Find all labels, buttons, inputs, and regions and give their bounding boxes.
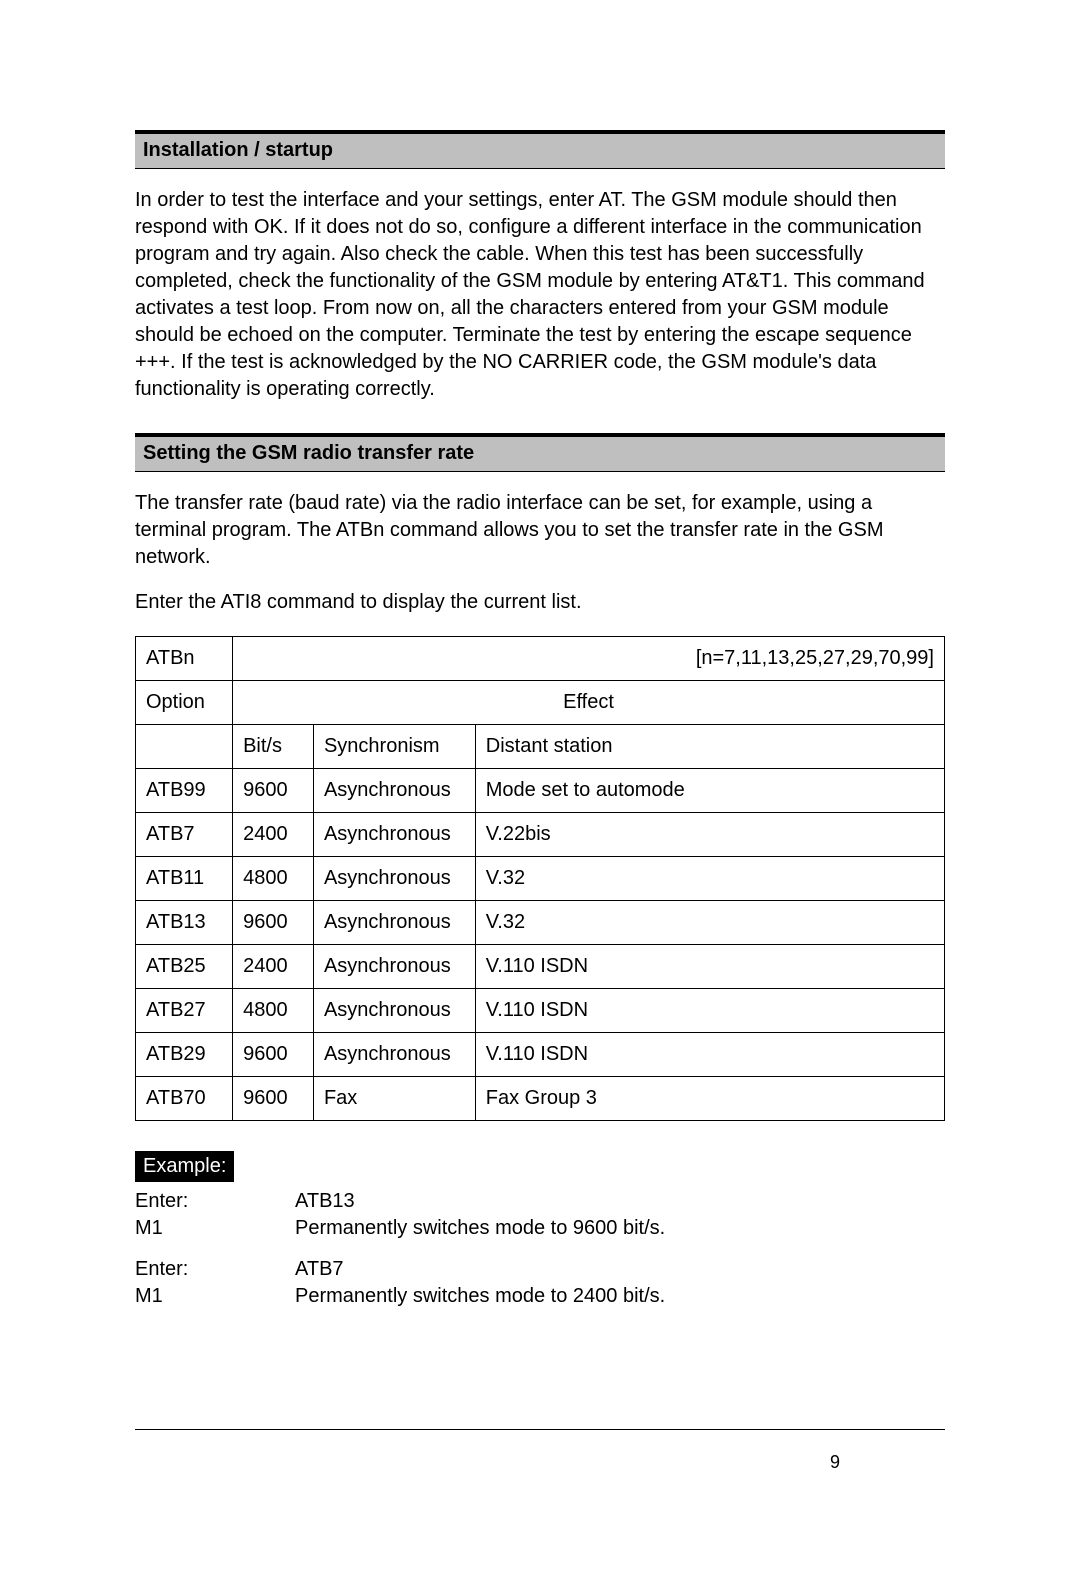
table-cell: 2400: [233, 813, 314, 857]
example-group: Enter: ATB7 M1 Permanently switches mode…: [135, 1256, 945, 1310]
table-cell: V.22bis: [475, 813, 944, 857]
table-row: ATB70 9600 Fax Fax Group 3: [136, 1077, 945, 1121]
table-cell: Asynchronous: [313, 945, 475, 989]
section-header-transfer-rate: Setting the GSM radio transfer rate: [135, 437, 945, 472]
table-cell: ATB99: [136, 769, 233, 813]
table-cell: V.32: [475, 857, 944, 901]
example-group: Enter: ATB13 M1 Permanently switches mod…: [135, 1188, 945, 1242]
table-row: ATB11 4800 Asynchronous V.32: [136, 857, 945, 901]
table-cell: Asynchronous: [313, 901, 475, 945]
table-cell: ATB7: [136, 813, 233, 857]
table-cell: Fax: [313, 1077, 475, 1121]
table-cell: Distant station: [475, 725, 944, 769]
table-cell: Asynchronous: [313, 813, 475, 857]
example-row: M1 Permanently switches mode to 2400 bit…: [135, 1283, 945, 1310]
table-cell: Asynchronous: [313, 769, 475, 813]
table-row: ATB7 2400 Asynchronous V.22bis: [136, 813, 945, 857]
example-row: Enter: ATB7: [135, 1256, 945, 1283]
table-cell: 4800: [233, 857, 314, 901]
table-cell: V.32: [475, 901, 944, 945]
example-label-box: Example:: [135, 1151, 234, 1182]
table-row: ATB99 9600 Asynchronous Mode set to auto…: [136, 769, 945, 813]
table-cell: ATB25: [136, 945, 233, 989]
example-row: M1 Permanently switches mode to 9600 bit…: [135, 1215, 945, 1242]
table-row: ATB29 9600 Asynchronous V.110 ISDN: [136, 1033, 945, 1077]
table-cell: Synchronism: [313, 725, 475, 769]
table-row: Option Effect: [136, 681, 945, 725]
section2-note: Enter the ATI8 command to display the cu…: [135, 589, 945, 616]
table-row: ATB25 2400 Asynchronous V.110 ISDN: [136, 945, 945, 989]
table-cell: Asynchronous: [313, 857, 475, 901]
example-row: Enter: ATB13: [135, 1188, 945, 1215]
section-title: Setting the GSM radio transfer rate: [143, 442, 474, 464]
example-cell-value: ATB13: [295, 1188, 355, 1215]
table-cell: 9600: [233, 1077, 314, 1121]
table-cell: [n=7,11,13,25,27,29,70,99]: [233, 637, 945, 681]
table-cell: Bit/s: [233, 725, 314, 769]
example-cell-label: Enter:: [135, 1256, 295, 1283]
table-cell: ATBn: [136, 637, 233, 681]
section-header-installation: Installation / startup: [135, 134, 945, 169]
table-cell: Fax Group 3: [475, 1077, 944, 1121]
table-cell: V.110 ISDN: [475, 989, 944, 1033]
example-cell-label: Enter:: [135, 1188, 295, 1215]
table-cell: [136, 725, 233, 769]
table-cell: V.110 ISDN: [475, 945, 944, 989]
section2-paragraph: The transfer rate (baud rate) via the ra…: [135, 490, 945, 571]
page-number: 9: [830, 1450, 840, 1474]
table-row: ATB13 9600 Asynchronous V.32: [136, 901, 945, 945]
table-cell: Asynchronous: [313, 989, 475, 1033]
table-cell: Effect: [233, 681, 945, 725]
table-cell: 9600: [233, 769, 314, 813]
table-cell: Option: [136, 681, 233, 725]
example-cell-value: Permanently switches mode to 9600 bit/s.: [295, 1215, 665, 1242]
table-cell: ATB13: [136, 901, 233, 945]
table-cell: ATB27: [136, 989, 233, 1033]
document-page: Installation / startup In order to test …: [0, 0, 1080, 1580]
table-cell: ATB70: [136, 1077, 233, 1121]
table-row: ATBn [n=7,11,13,25,27,29,70,99]: [136, 637, 945, 681]
table-cell: ATB29: [136, 1033, 233, 1077]
footer-rule: [135, 1429, 945, 1430]
table-cell: Asynchronous: [313, 1033, 475, 1077]
table-cell: 9600: [233, 1033, 314, 1077]
table-row: Bit/s Synchronism Distant station: [136, 725, 945, 769]
table-cell: 4800: [233, 989, 314, 1033]
table-cell: ATB11: [136, 857, 233, 901]
example-cell-value: ATB7: [295, 1256, 344, 1283]
table-cell: Mode set to automode: [475, 769, 944, 813]
example-section: Example: Enter: ATB13 M1 Permanently swi…: [135, 1121, 945, 1310]
table-cell: V.110 ISDN: [475, 1033, 944, 1077]
table-row: ATB27 4800 Asynchronous V.110 ISDN: [136, 989, 945, 1033]
example-cell-label: M1: [135, 1215, 295, 1242]
section-title: Installation / startup: [143, 139, 333, 161]
atbn-table: ATBn [n=7,11,13,25,27,29,70,99] Option E…: [135, 636, 945, 1121]
section1-paragraph: In order to test the interface and your …: [135, 187, 945, 403]
table-cell: 2400: [233, 945, 314, 989]
example-cell-value: Permanently switches mode to 2400 bit/s.: [295, 1283, 665, 1310]
table-cell: 9600: [233, 901, 314, 945]
example-cell-label: M1: [135, 1283, 295, 1310]
